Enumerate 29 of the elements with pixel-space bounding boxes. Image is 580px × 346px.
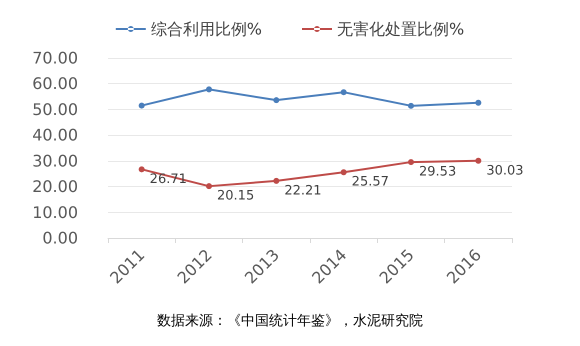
data-label: 29.53: [419, 164, 456, 180]
point: [340, 89, 347, 96]
point: [206, 183, 212, 190]
y-tick-label: 50.00: [32, 100, 78, 119]
point: [206, 86, 212, 92]
source-note: 数据来源：《中国统计年鉴》，水泥研究院: [157, 313, 423, 329]
legend-label: 综合利用比例%: [150, 20, 262, 38]
point: [138, 166, 145, 172]
data-label: 26.71: [150, 172, 187, 187]
data-label: 25.57: [352, 174, 389, 190]
point: [340, 169, 347, 176]
point: [408, 102, 414, 109]
point: [475, 100, 482, 106]
point: [273, 178, 280, 184]
point: [475, 158, 482, 164]
point: [138, 102, 145, 109]
data-label: 30.03: [486, 163, 524, 178]
y-tick-label: 10.00: [32, 202, 78, 222]
y-tick-label: 20.00: [32, 177, 78, 196]
point: [408, 159, 414, 166]
y-tick-label: 30.00: [32, 151, 78, 170]
y-tick-label: 40.00: [32, 126, 78, 145]
y-tick-label: 60.00: [32, 74, 78, 94]
y-tick-label: 0.00: [42, 228, 78, 248]
legend-label: 无害化处置比例%: [337, 20, 464, 38]
data-label: 22.21: [284, 183, 322, 198]
y-tick-label: 70.00: [32, 48, 78, 68]
data-label: 20.15: [217, 188, 254, 204]
point: [273, 97, 280, 104]
